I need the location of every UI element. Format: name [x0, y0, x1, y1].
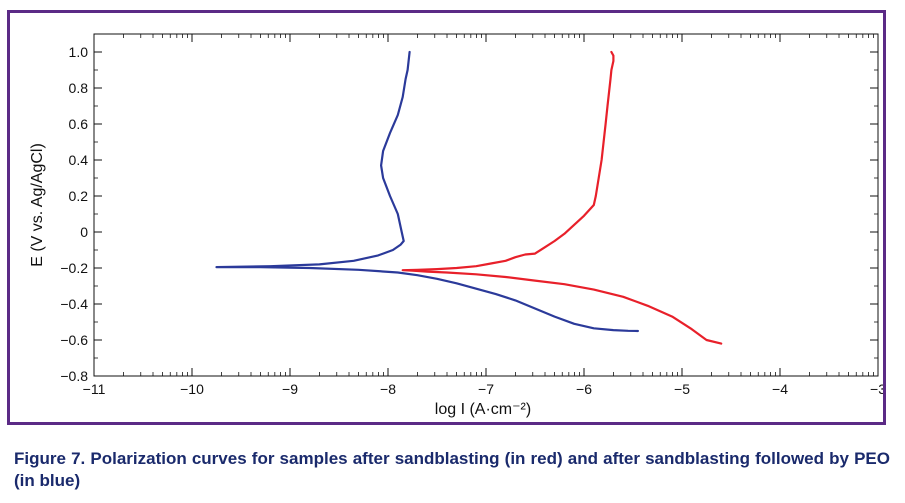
x-tick-label: −3: [870, 381, 883, 397]
x-axis-title: log I (A·cm⁻²): [435, 401, 531, 418]
y-tick-label: 0: [80, 224, 88, 240]
x-tick-label: −8: [380, 381, 396, 397]
y-tick-label: −0.6: [60, 332, 88, 348]
x-tick-labels: −11 −10 −9 −8 −7 −6 −5 −4 −3: [83, 381, 883, 397]
figure-frame: −11 −10 −9 −8 −7 −6 −5 −4 −3 −0.8 −0.6 −0.4 −0.2 0 0.…: [7, 10, 886, 425]
y-tick-label: −0.2: [60, 260, 88, 276]
axis-ticks: [93, 34, 879, 377]
plot-area: [93, 33, 879, 377]
y-tick-label: 0.4: [69, 152, 89, 168]
x-tick-label: −10: [180, 381, 204, 397]
series-line-blue: [215, 50, 640, 333]
polarization-chart: −11 −10 −9 −8 −7 −6 −5 −4 −3 −0.8 −0.6 −0.4 −0.2 0 0.…: [29, 33, 883, 418]
x-tick-label: −11: [83, 381, 106, 397]
y-tick-label: −0.4: [60, 296, 88, 312]
series-layer: [215, 50, 723, 345]
y-tick-labels: −0.8 −0.6 −0.4 −0.2 0 0.2 0.4 0.6 0.8 1.0: [60, 44, 88, 384]
y-tick-label: −0.8: [60, 368, 88, 384]
y-tick-label: 0.2: [69, 188, 89, 204]
y-tick-label: 0.8: [69, 80, 89, 96]
y-tick-label: 0.6: [69, 116, 89, 132]
x-tick-label: −9: [282, 381, 298, 397]
y-axis-title: E (V vs. Ag/AgCl): [29, 143, 46, 267]
x-tick-label: −6: [576, 381, 592, 397]
x-tick-label: −7: [478, 381, 494, 397]
x-tick-label: −4: [772, 381, 788, 397]
y-tick-label: 1.0: [69, 44, 89, 60]
x-tick-label: −5: [674, 381, 690, 397]
series-line-red: [401, 50, 723, 345]
figure-caption: Figure 7. Polarization curves for sample…: [14, 449, 890, 490]
